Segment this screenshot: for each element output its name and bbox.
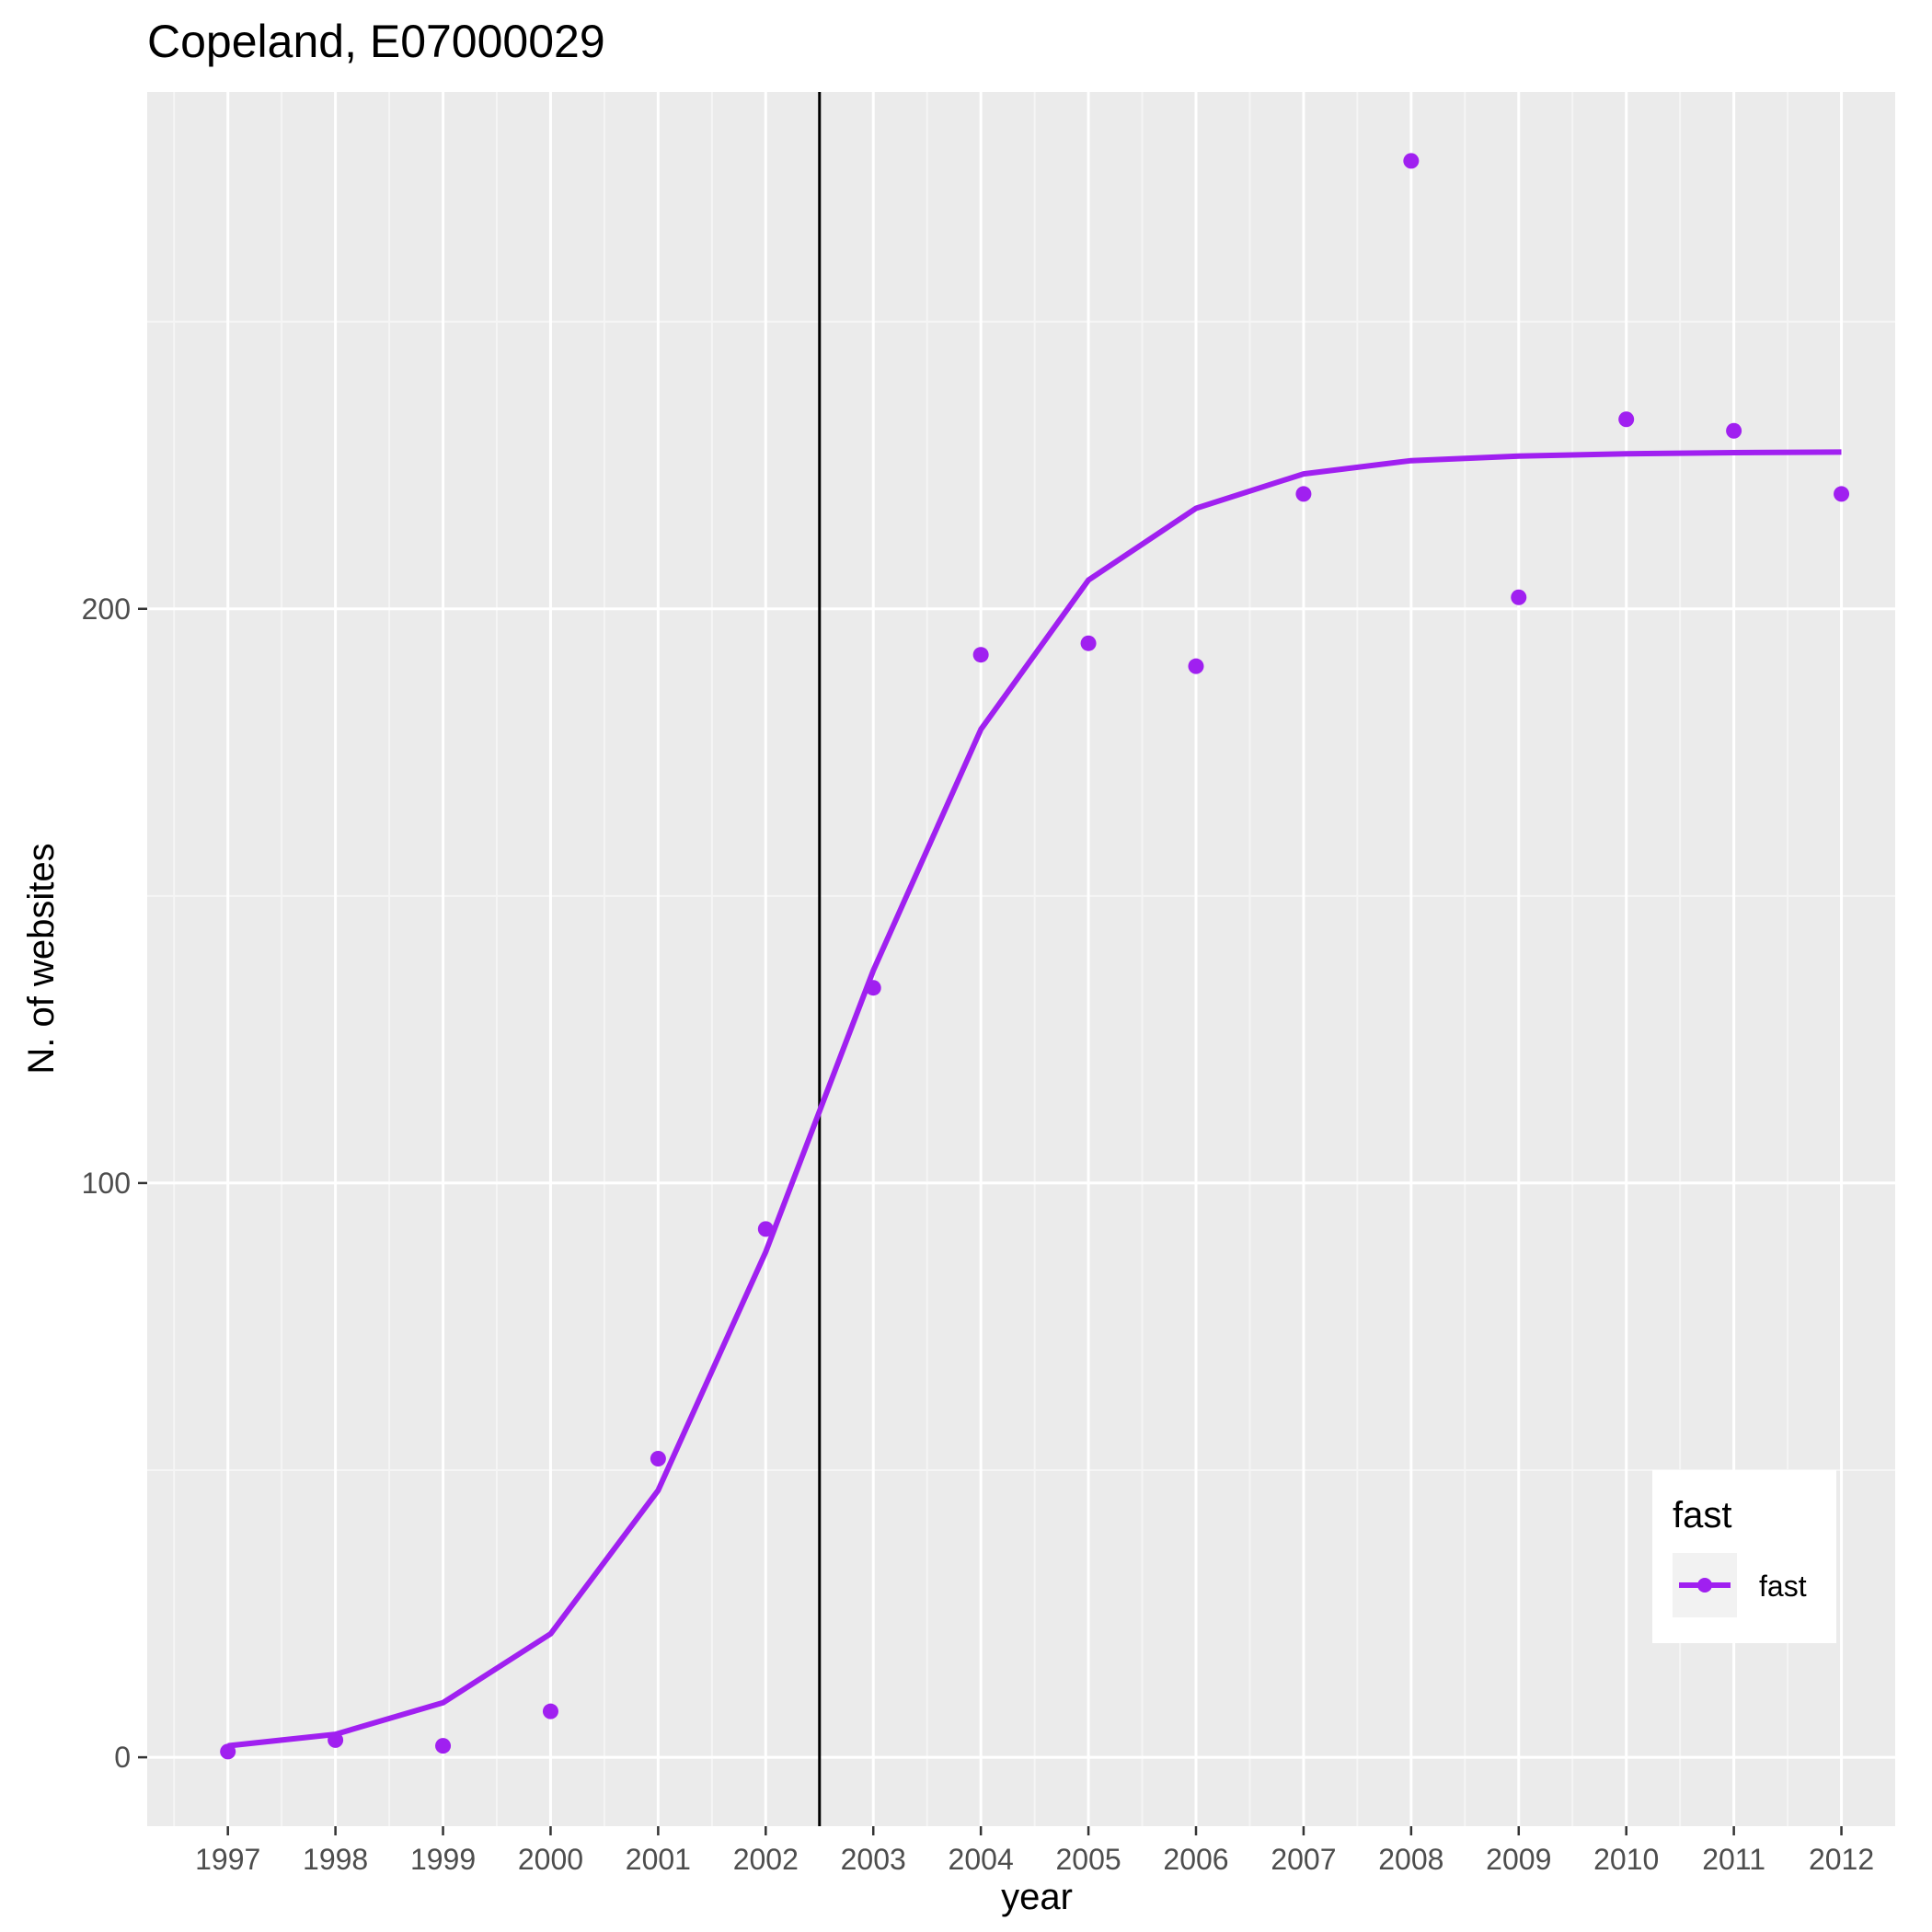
x-tick-label: 2012 (1809, 1843, 1874, 1876)
x-tick-label: 2000 (518, 1843, 583, 1876)
grid-minor (147, 92, 1895, 1826)
legend: fast fast (1652, 1470, 1836, 1643)
y-axis-ticks: 0 100 200 (82, 592, 147, 1774)
x-axis-title: year (1001, 1877, 1073, 1917)
data-point (1618, 411, 1635, 428)
data-point (1726, 422, 1742, 439)
legend-label-fast: fast (1759, 1570, 1807, 1603)
x-tick-label: 1998 (303, 1843, 368, 1876)
x-tick-label: 1999 (410, 1843, 476, 1876)
plot-panel (147, 92, 1895, 1826)
y-tick-label: 200 (82, 592, 131, 626)
legend-title: fast (1673, 1495, 1731, 1535)
legend-key-point (1697, 1578, 1712, 1593)
data-point (972, 647, 989, 663)
x-tick-label: 2001 (626, 1843, 691, 1876)
data-point (1295, 486, 1312, 502)
data-point (435, 1738, 452, 1754)
x-tick-label: 2006 (1163, 1843, 1228, 1876)
x-tick-label: 2008 (1378, 1843, 1443, 1876)
fit-line-fast (227, 449, 1842, 1749)
data-point (757, 1221, 774, 1237)
data-points (220, 153, 1850, 1760)
x-tick-label: 2005 (1055, 1843, 1121, 1876)
x-tick-label: 2002 (733, 1843, 799, 1876)
x-tick-label: 2004 (949, 1843, 1014, 1876)
x-tick-label: 2010 (1593, 1843, 1659, 1876)
data-point (1834, 486, 1850, 502)
grid-major (147, 92, 1895, 1826)
data-point (1188, 658, 1204, 674)
data-point (220, 1743, 236, 1760)
data-point (542, 1703, 558, 1719)
x-tick-label: 2007 (1271, 1843, 1336, 1876)
x-tick-label: 1997 (195, 1843, 260, 1876)
data-point (865, 980, 881, 996)
y-tick-label: 100 (82, 1167, 131, 1200)
chart-title: Copeland, E07000029 (147, 16, 605, 67)
data-point (650, 1451, 666, 1467)
data-point (1080, 635, 1097, 651)
x-tick-label: 2009 (1486, 1843, 1551, 1876)
x-tick-label: 2011 (1702, 1843, 1765, 1876)
data-point (1403, 153, 1420, 169)
data-point (1511, 589, 1527, 605)
y-axis-title: N. of websites (21, 843, 62, 1074)
data-point (328, 1731, 344, 1748)
x-tick-label: 2003 (841, 1843, 906, 1876)
y-tick-label: 0 (114, 1741, 131, 1774)
x-axis-ticks: 1997 1998 1999 2000 2001 2002 2003 2004 2005 2006… (195, 1826, 1874, 1876)
